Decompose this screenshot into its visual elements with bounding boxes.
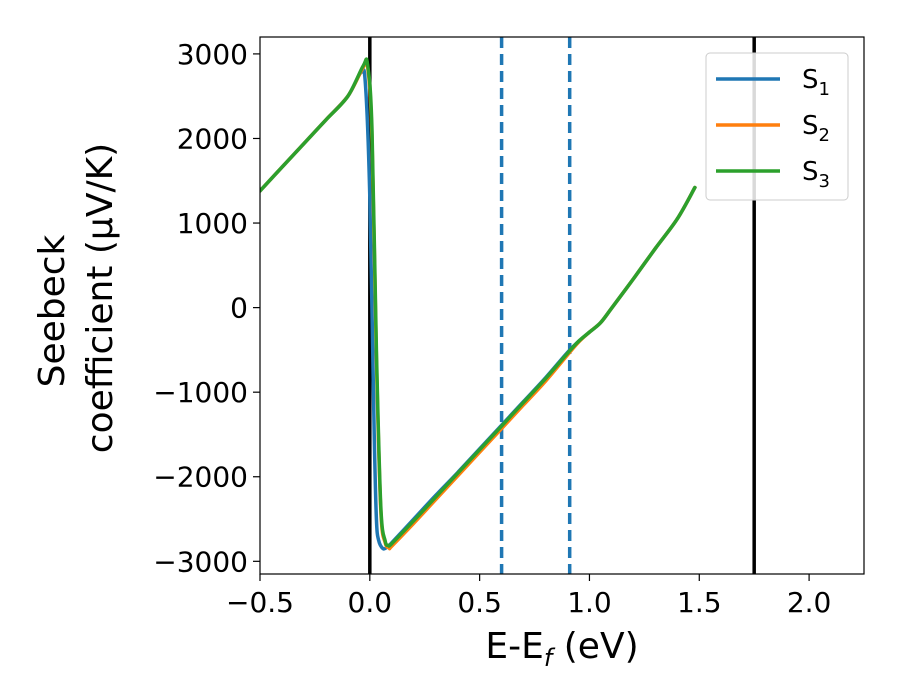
x-axis-title: E-Ef (eV) [485,626,638,672]
series-line-s1 [260,68,697,551]
y-tick-label: 1000 [177,207,248,240]
legend-label-s2: S2 [802,111,830,146]
y-tick-label: −3000 [153,545,248,578]
series-layer [260,57,697,551]
y-axis-title-line1: Seebeck [32,234,73,387]
plot-frame [259,36,865,575]
x-axis-ticks: −0.5 0.0 0.5 1.0 1.5 2.0 [226,574,831,619]
y-axis-ticks: 3000 2000 1000 0 −1000 −2000 −3000 [153,38,260,578]
x-tick-label: 0.5 [457,586,502,619]
series-line-s3 [260,57,697,548]
y-axis-title-line2: coefficient (μV/K) [80,143,121,453]
y-tick-label: 0 [230,292,248,325]
x-tick-label: 1.0 [567,586,612,619]
x-tick-label: 2.0 [787,586,832,619]
legend-label-s3: S3 [802,157,830,192]
y-tick-label: −1000 [153,376,248,409]
reference-lines [368,37,756,574]
y-tick-label: −2000 [153,461,248,494]
x-tick-label: 0.0 [348,586,393,619]
series-line-s2 [260,58,697,551]
x-tick-label: 1.5 [677,586,722,619]
x-tick-label: −0.5 [226,586,294,619]
legend-label-s1: S1 [802,65,830,100]
y-tick-label: 2000 [177,122,248,155]
y-tick-label: 3000 [177,38,248,71]
legend: S1 S2 S3 [705,52,849,201]
